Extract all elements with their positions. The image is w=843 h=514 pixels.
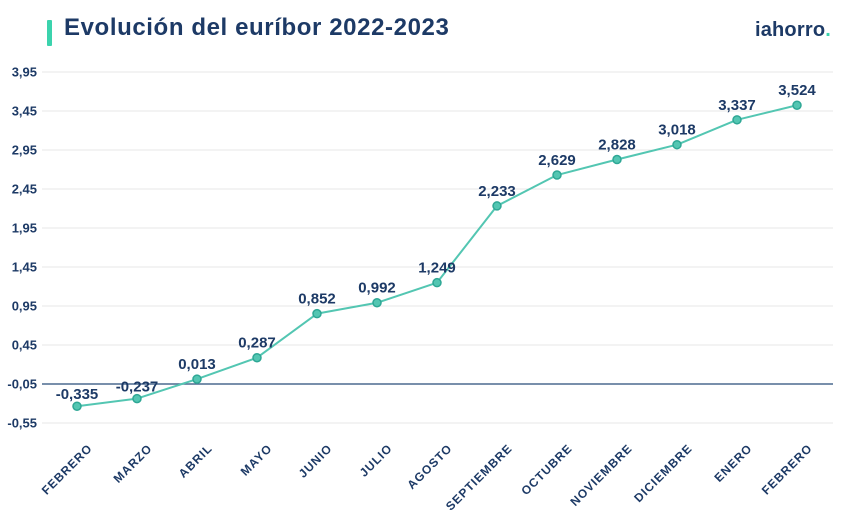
iahorro-logo: iahorro.: [755, 19, 831, 42]
x-axis-label: FEBRERO: [39, 441, 95, 497]
chart-title: Evolución del euríbor 2022-2023: [64, 14, 450, 41]
x-axis-label: MAYO: [238, 441, 275, 478]
x-axis-label: MARZO: [111, 441, 156, 486]
data-point-label: 3,018: [658, 122, 696, 139]
x-axis-label: JUNIO: [296, 441, 335, 480]
y-axis-tick: 1,45: [12, 260, 37, 275]
data-point-label: 2,233: [478, 183, 516, 200]
data-point: [552, 170, 562, 180]
title-accent-bar: [47, 20, 52, 46]
data-point: [432, 277, 442, 288]
data-point-label: 2,629: [538, 152, 576, 169]
x-axis-label: OCTUBRE: [518, 441, 575, 498]
data-point: [192, 374, 202, 384]
y-axis-tick: 3,45: [12, 104, 37, 119]
data-point-label: -0,237: [116, 379, 159, 396]
logo-dot: .: [825, 19, 831, 41]
x-axis-label: AGOSTO: [404, 441, 455, 492]
data-point-label: 0,287: [238, 335, 276, 352]
x-axis-label: FEBRERO: [759, 441, 815, 497]
data-point-label: -0,335: [56, 386, 99, 403]
data-point: [252, 352, 262, 363]
euribor-line-chart: 3,95 3,45 2,95 2,45 1,95 1,45 0,95 0,45 -0,05 -0,…: [7, 65, 833, 513]
x-axis-label: JULIO: [357, 441, 395, 479]
data-point-label: 0,852: [298, 291, 336, 308]
y-axis-tick: 0,45: [12, 338, 37, 353]
y-axis-tick: 2,95: [12, 143, 37, 158]
data-point: [672, 139, 682, 150]
data-point: [372, 297, 382, 308]
y-axis-tick: 2,45: [12, 182, 37, 197]
data-point: [72, 401, 82, 411]
y-axis-tick: 3,95: [12, 65, 37, 80]
data-point-label: 3,337: [718, 97, 756, 114]
data-point-label: 0,992: [358, 280, 396, 297]
y-axis-tick: 0,95: [12, 299, 37, 314]
data-point: [492, 201, 502, 211]
x-axis-label: ENERO: [712, 441, 756, 485]
data-point: [612, 154, 622, 165]
data-point: [312, 308, 322, 319]
y-axis-tick: -0,55: [7, 416, 37, 431]
data-point: [732, 115, 742, 125]
logo-text: iahorro: [754, 19, 826, 41]
data-point-label: 1,249: [418, 260, 456, 277]
data-point: [132, 393, 142, 404]
x-axis-label: ABRIL: [176, 441, 215, 480]
data-point-label: 3,524: [778, 82, 816, 99]
y-axis-tick: -0,05: [7, 377, 37, 392]
y-axis-tick: 1,95: [12, 221, 37, 236]
x-axis-label: NOVIEMBRE: [567, 441, 635, 509]
x-axis-label: DICIEMBRE: [631, 441, 695, 505]
data-point: [792, 100, 802, 110]
data-point-label: 2,828: [598, 137, 636, 154]
data-point-label: 0,013: [178, 356, 216, 373]
